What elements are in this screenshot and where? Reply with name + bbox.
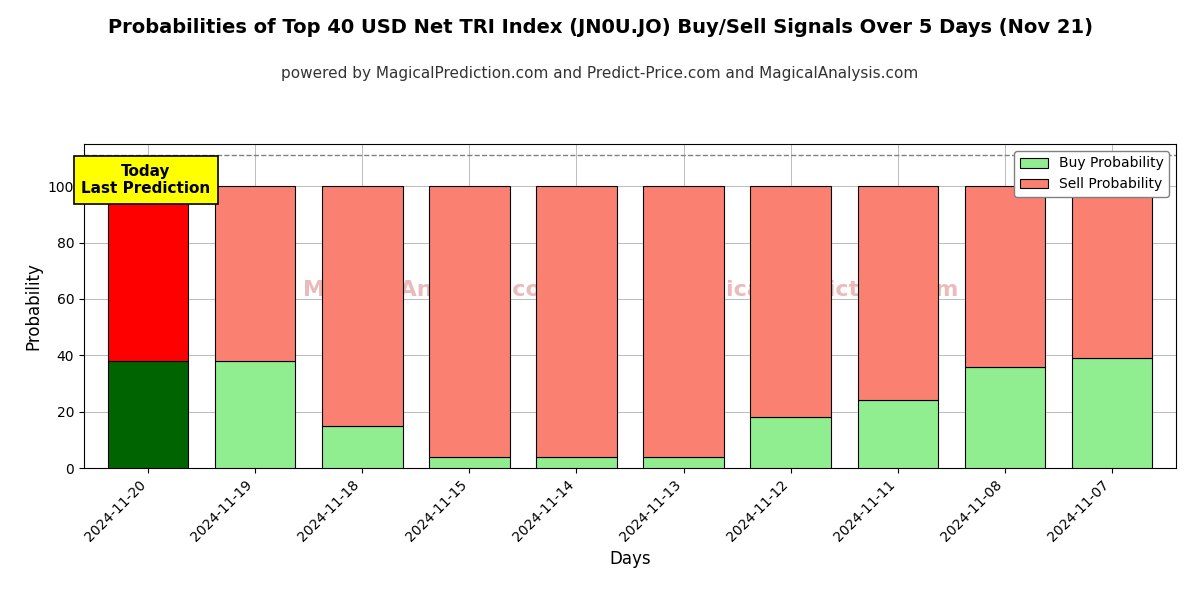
Bar [643,457,724,468]
Bar [108,186,188,361]
Bar [323,186,402,426]
Legend: Buy Probability, Sell Probability: Buy Probability, Sell Probability [1014,151,1169,197]
Bar [1072,186,1152,358]
Bar [323,426,402,468]
Bar [858,186,937,400]
Bar [215,186,295,361]
Bar [430,457,510,468]
Text: powered by MagicalPrediction.com and Predict-Price.com and MagicalAnalysis.com: powered by MagicalPrediction.com and Pre… [281,66,919,81]
Text: MagicalAnalysis.com: MagicalAnalysis.com [302,280,564,300]
Bar [1072,358,1152,468]
Bar [643,186,724,457]
X-axis label: Days: Days [610,550,650,568]
Text: Today
Last Prediction: Today Last Prediction [82,164,211,196]
Bar [750,417,830,468]
Bar [430,186,510,457]
Y-axis label: Probability: Probability [24,262,42,350]
Bar [536,457,617,468]
Bar [750,186,830,417]
Bar [536,186,617,457]
Text: MagicalPrediction.com: MagicalPrediction.com [673,280,959,300]
Bar [215,361,295,468]
Text: Probabilities of Top 40 USD Net TRI Index (JN0U.JO) Buy/Sell Signals Over 5 Days: Probabilities of Top 40 USD Net TRI Inde… [108,18,1092,37]
Bar [108,361,188,468]
Bar [965,186,1045,367]
Bar [965,367,1045,468]
Bar [858,400,937,468]
